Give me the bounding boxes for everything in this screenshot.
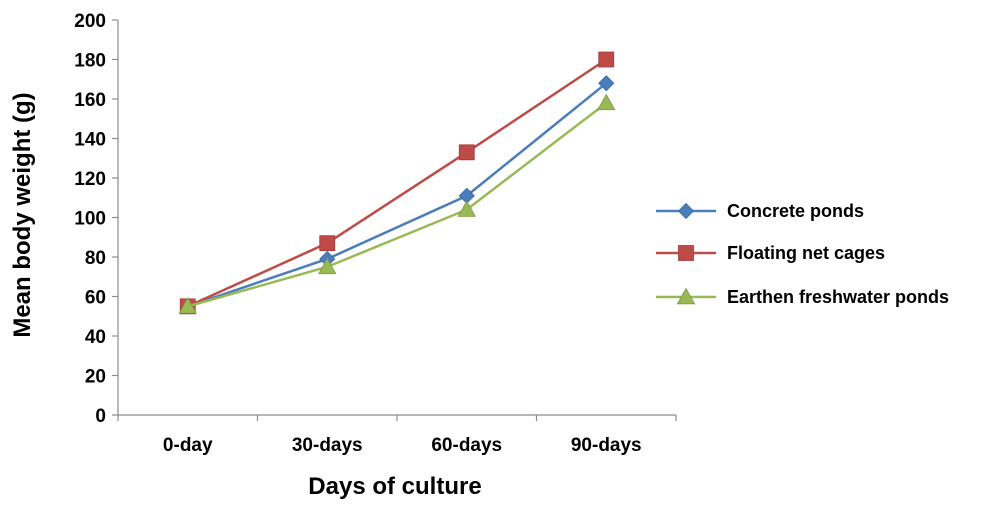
legend-label: Concrete ponds bbox=[727, 201, 864, 221]
y-axis-title: Mean body weight (g) bbox=[9, 92, 36, 337]
y-tick-label: 20 bbox=[85, 367, 106, 388]
y-tick-label: 40 bbox=[85, 327, 106, 348]
legend-item: Earthen freshwater ponds bbox=[656, 287, 949, 307]
series-2 bbox=[178, 93, 616, 314]
x-tick-label: 60-days bbox=[431, 435, 502, 456]
x-tick-label: 0-day bbox=[163, 435, 213, 456]
x-tick-label: 30-days bbox=[292, 435, 363, 456]
data-point bbox=[598, 51, 615, 68]
legend-item: Concrete ponds bbox=[656, 201, 864, 221]
legend-label: Floating net cages bbox=[727, 243, 885, 263]
data-point bbox=[598, 75, 615, 92]
series-line bbox=[187, 82, 608, 308]
data-point bbox=[457, 200, 476, 217]
series-line bbox=[187, 101, 608, 308]
legend-swatch-marker bbox=[678, 245, 694, 261]
x-tick-label: 90-days bbox=[571, 435, 642, 456]
y-axis: 0 20 40 60 80 100 120 140 160 180 200 bbox=[74, 11, 119, 427]
data-point bbox=[178, 297, 197, 314]
data-point bbox=[597, 93, 616, 111]
y-tick-label: 200 bbox=[74, 11, 106, 32]
y-tick-label: 160 bbox=[74, 90, 106, 111]
legend-label: Earthen freshwater ponds bbox=[727, 287, 949, 307]
x-axis-title: Days of culture bbox=[308, 473, 481, 500]
legend: Concrete ponds Floating net cages Earthen … bbox=[656, 201, 949, 307]
x-axis: 0-day 30-days 60-days 90-days bbox=[117, 414, 677, 456]
series-line bbox=[187, 58, 607, 308]
series-0 bbox=[179, 75, 615, 315]
series-layer bbox=[178, 51, 616, 315]
y-tick-label: 0 bbox=[95, 406, 106, 427]
y-tick-label: 120 bbox=[74, 169, 106, 190]
legend-swatch-marker bbox=[676, 287, 696, 305]
y-tick-label: 80 bbox=[85, 248, 106, 269]
y-tick-label: 180 bbox=[74, 51, 106, 72]
y-tick-label: 60 bbox=[85, 288, 106, 309]
series-1 bbox=[179, 51, 615, 315]
legend-swatch-marker bbox=[677, 202, 695, 220]
y-tick-label: 140 bbox=[74, 130, 106, 151]
legend-item: Floating net cages bbox=[656, 243, 885, 263]
data-point bbox=[318, 257, 337, 275]
y-tick-label: 100 bbox=[74, 209, 106, 230]
data-point bbox=[319, 235, 336, 252]
data-point bbox=[458, 144, 475, 161]
